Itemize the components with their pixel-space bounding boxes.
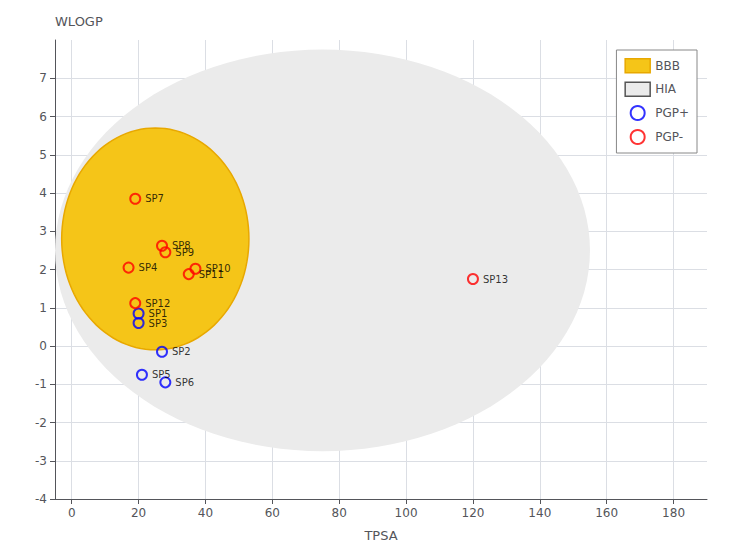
svg-text:5: 5 (39, 148, 47, 162)
svg-text:1: 1 (39, 301, 47, 315)
svg-text:-1: -1 (35, 377, 47, 391)
svg-text:BBB: BBB (655, 59, 680, 73)
svg-text:100: 100 (395, 506, 418, 520)
svg-text:4: 4 (39, 186, 47, 200)
svg-text:HIA: HIA (655, 82, 677, 96)
svg-text:-4: -4 (35, 492, 47, 506)
svg-text:-2: -2 (35, 416, 47, 430)
svg-text:SP1: SP1 (148, 308, 168, 319)
svg-text:SP3: SP3 (149, 318, 168, 329)
svg-text:SP9: SP9 (175, 247, 194, 258)
svg-text:2: 2 (39, 263, 47, 277)
svg-text:0: 0 (68, 506, 76, 520)
svg-text:TPSA: TPSA (363, 528, 397, 543)
svg-text:SP4: SP4 (139, 262, 158, 273)
svg-text:SP5: SP5 (152, 369, 171, 380)
svg-text:60: 60 (265, 506, 280, 520)
svg-text:160: 160 (595, 506, 618, 520)
svg-text:20: 20 (131, 506, 146, 520)
svg-text:WLOGP: WLOGP (55, 14, 103, 29)
svg-text:7: 7 (39, 71, 47, 85)
svg-text:3: 3 (39, 224, 47, 238)
svg-text:SP2: SP2 (172, 346, 191, 357)
svg-text:SP8: SP8 (172, 240, 191, 252)
svg-text:PGP-: PGP- (655, 130, 683, 144)
svg-text:120: 120 (461, 506, 484, 520)
svg-text:6: 6 (39, 110, 47, 124)
svg-text:40: 40 (198, 506, 213, 520)
svg-text:PGP+: PGP+ (655, 106, 689, 120)
svg-text:SP12: SP12 (145, 298, 170, 309)
svg-text:SP7: SP7 (145, 193, 164, 204)
svg-text:SP13: SP13 (483, 274, 508, 285)
svg-text:SP11: SP11 (199, 269, 224, 280)
svg-text:-3: -3 (35, 454, 47, 468)
svg-text:0: 0 (39, 339, 47, 353)
svg-text:180: 180 (662, 506, 685, 520)
svg-text:140: 140 (528, 506, 551, 520)
svg-text:SP6: SP6 (175, 377, 194, 388)
svg-text:80: 80 (332, 506, 347, 520)
